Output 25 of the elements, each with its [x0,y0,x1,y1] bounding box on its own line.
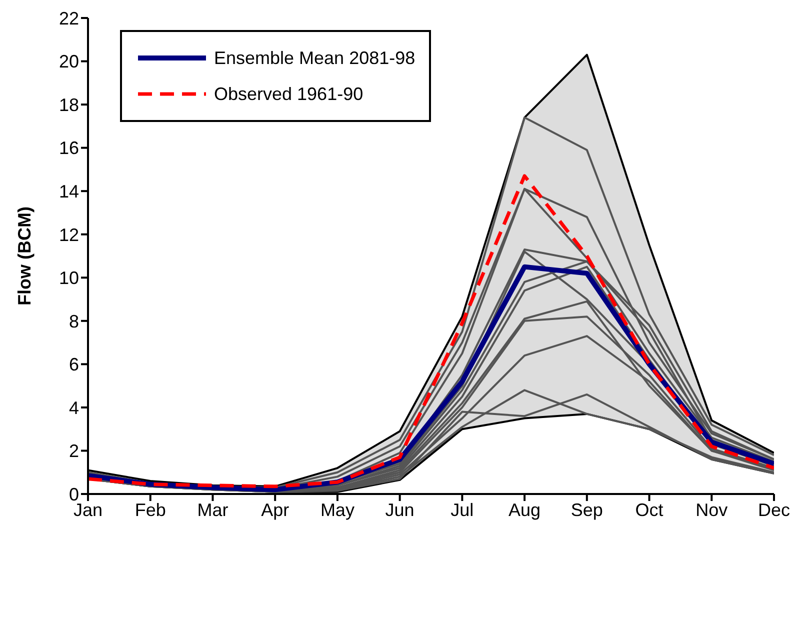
x-tick-label: Oct [635,500,664,520]
legend-label: Ensemble Mean 2081-98 [214,48,416,68]
x-tick-label: Jul [450,500,474,520]
x-tick-label: May [320,500,354,520]
legend-label: Observed 1961-90 [214,84,364,104]
y-tick-label: 16 [58,138,79,158]
x-tick-label: Apr [261,500,290,520]
x-tick-label: Mar [197,500,228,520]
y-tick-label: 12 [58,224,79,245]
x-tick-label: Jun [385,500,414,520]
y-tick-label: 18 [58,94,79,115]
x-tick-label: Feb [134,500,166,520]
y-tick-label: 14 [58,181,79,202]
x-tick-label: Nov [696,500,728,520]
x-tick-label: Dec [758,500,790,520]
y-tick-label: 2 [68,441,79,462]
y-tick-label: 6 [68,354,79,375]
y-tick-label: 20 [58,52,79,72]
y-axis-title: Flow (BCM) [14,206,34,306]
y-tick-label: 4 [68,398,79,418]
x-tick-label: Aug [508,500,541,520]
y-tick-label: 10 [58,268,79,288]
x-tick-label: Sep [570,500,603,520]
y-tick-label: 22 [58,8,79,28]
y-tick-label: 8 [68,311,79,332]
